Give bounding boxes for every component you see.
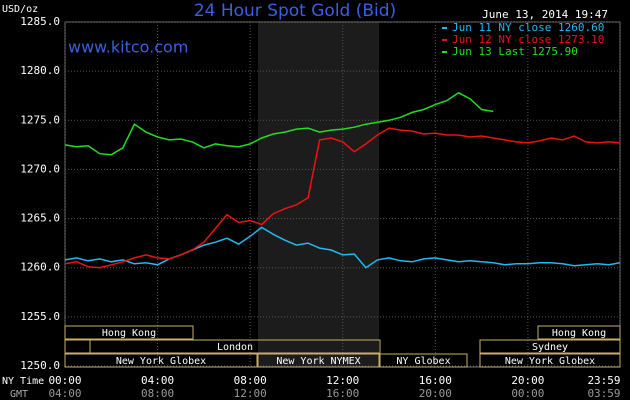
session-label: New York Globex bbox=[505, 356, 595, 367]
session-label: Hong Kong bbox=[102, 328, 156, 339]
x-tick-label: 00:00 bbox=[48, 374, 81, 387]
session-box bbox=[479, 353, 621, 368]
session-label: London bbox=[217, 342, 253, 353]
nymex-shade bbox=[258, 22, 379, 367]
session-box bbox=[379, 353, 468, 368]
x2-tick-label: 16:00 bbox=[326, 387, 359, 400]
price-line bbox=[64, 91, 494, 156]
y-tick-label: 1285.0 bbox=[20, 15, 60, 28]
session-box bbox=[479, 339, 621, 354]
x-tick-label: 23:59 bbox=[587, 374, 620, 387]
y-tick-label: 1250.0 bbox=[20, 359, 60, 372]
site: www.kitco.com bbox=[68, 38, 188, 57]
session-box bbox=[64, 339, 91, 354]
y-tick-label: 1280.0 bbox=[20, 64, 60, 77]
y-tick-label: 1260.0 bbox=[20, 261, 60, 274]
session-box bbox=[537, 325, 621, 340]
legend-label: Jun 11 NY close 1260.60 bbox=[452, 21, 604, 34]
session-box bbox=[64, 353, 258, 368]
x2-label: GMT bbox=[10, 389, 28, 400]
x2-tick-label: 08:00 bbox=[141, 387, 174, 400]
x-tick-label: 16:00 bbox=[419, 374, 452, 387]
session-label: New York Globex bbox=[116, 356, 206, 367]
x-tick-label: 20:00 bbox=[511, 374, 544, 387]
session-box bbox=[89, 339, 381, 354]
y-tick-label: 1255.0 bbox=[20, 310, 60, 323]
legend-label: Jun 12 NY close 1273.10 bbox=[452, 33, 604, 46]
chart-title: 24 Hour Spot Gold (Bid) bbox=[194, 1, 396, 21]
y-tick-label: 1270.0 bbox=[20, 162, 60, 175]
legend-swatch bbox=[442, 39, 447, 41]
x2-tick-label: 00:00 bbox=[511, 387, 544, 400]
timestamp: June 13, 2014 19:47 bbox=[482, 8, 608, 21]
session-label: NY Globex bbox=[396, 356, 450, 367]
x2-tick-label: 04:00 bbox=[48, 387, 81, 400]
price-line bbox=[64, 127, 621, 269]
x-tick-label: 04:00 bbox=[141, 374, 174, 387]
legend-swatch bbox=[442, 27, 447, 29]
session-label: New York NYMEX bbox=[276, 356, 360, 367]
x-label: NY Time bbox=[2, 376, 44, 387]
x2-tick-label: 12:00 bbox=[234, 387, 267, 400]
legend-label: Jun 13 Last 1275.90 bbox=[452, 45, 578, 58]
x2-tick-label: 20:00 bbox=[419, 387, 452, 400]
session-box bbox=[64, 325, 194, 340]
x2-tick-label: 03:59 bbox=[587, 387, 620, 400]
x-tick-label: 12:00 bbox=[326, 374, 359, 387]
session-label: Hong Kong bbox=[552, 328, 606, 339]
y-label: USD/oz bbox=[2, 4, 38, 15]
y-tick-label: 1265.0 bbox=[20, 212, 60, 225]
session-box bbox=[257, 353, 380, 368]
price-line bbox=[64, 226, 621, 269]
legend-swatch bbox=[442, 51, 447, 53]
session-label: Sydney bbox=[532, 342, 568, 353]
x-tick-label: 08:00 bbox=[234, 374, 267, 387]
y-tick-label: 1275.0 bbox=[20, 113, 60, 126]
